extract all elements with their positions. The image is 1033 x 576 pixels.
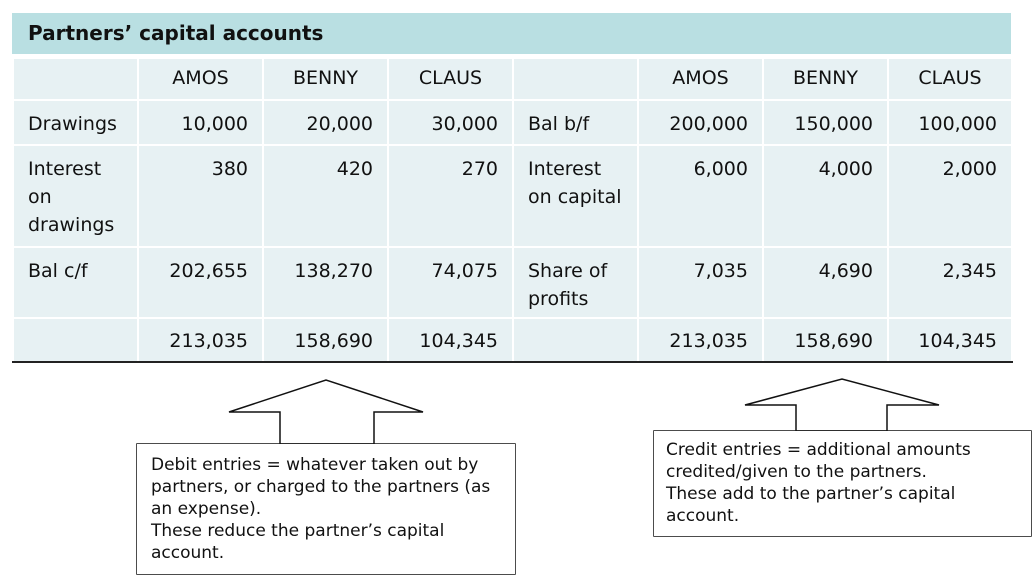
- amount-cell: 150,000: [762, 99, 889, 146]
- table-row: Interest on drawings 380 420 270 Interes…: [12, 144, 1013, 248]
- total-cell: 213,035: [637, 317, 764, 363]
- debit-callout-arrow: [228, 379, 424, 445]
- header-cell: CLAUS: [387, 57, 514, 101]
- header-row: AMOS BENNY CLAUS AMOS BENNY CLAUS: [12, 57, 1013, 101]
- amount-cell: 7,035: [637, 246, 764, 319]
- amount-cell: 6,000: [637, 144, 764, 248]
- amount-cell: 4,000: [762, 144, 889, 248]
- credit-callout-arrow: [744, 378, 940, 432]
- amount-cell: 270: [387, 144, 514, 248]
- credit-note: Credit entries = additional amounts cred…: [654, 431, 1031, 536]
- table-row: Drawings 10,000 20,000 30,000 Bal b/f 20…: [12, 99, 1013, 146]
- debit-label: Drawings: [12, 99, 139, 146]
- amount-cell: 202,655: [137, 246, 264, 319]
- amount-cell: 380: [137, 144, 264, 248]
- debit-label: Interest on drawings: [12, 144, 139, 248]
- total-cell: 158,690: [262, 317, 389, 363]
- amount-cell: 30,000: [387, 99, 514, 146]
- total-cell: 158,690: [762, 317, 889, 363]
- total-cell: 104,345: [387, 317, 514, 363]
- table-title: Partners’ capital accounts: [12, 13, 1011, 54]
- header-cell: CLAUS: [887, 57, 1013, 101]
- amount-cell: 2,345: [887, 246, 1013, 319]
- total-cell: 213,035: [137, 317, 264, 363]
- debit-note-text: Debit entries = whatever taken out by pa…: [151, 455, 491, 563]
- empty-cell: [12, 317, 139, 363]
- amount-cell: 4,690: [762, 246, 889, 319]
- amount-cell: 138,270: [262, 246, 389, 319]
- header-cell: BENNY: [762, 57, 889, 101]
- header-cell: AMOS: [137, 57, 264, 101]
- capital-accounts-table: AMOS BENNY CLAUS AMOS BENNY CLAUS Drawin…: [12, 57, 1013, 363]
- credit-label: Interest on capital: [512, 144, 639, 248]
- credit-label: Bal b/f: [512, 99, 639, 146]
- debit-label: Bal c/f: [12, 246, 139, 319]
- credit-note-text: Credit entries = additional amounts cred…: [666, 440, 971, 526]
- header-cell: AMOS: [637, 57, 764, 101]
- totals-row: 213,035 158,690 104,345 213,035 158,690 …: [12, 317, 1013, 363]
- amount-cell: 20,000: [262, 99, 389, 146]
- amount-cell: 2,000: [887, 144, 1013, 248]
- amount-cell: 200,000: [637, 99, 764, 146]
- amount-cell: 74,075: [387, 246, 514, 319]
- amount-cell: 10,000: [137, 99, 264, 146]
- empty-cell: [512, 317, 639, 363]
- total-cell: 104,345: [887, 317, 1013, 363]
- amount-cell: 420: [262, 144, 389, 248]
- table-row: Bal c/f 202,655 138,270 74,075 Share of …: [12, 246, 1013, 319]
- debit-note: Debit entries = whatever taken out by pa…: [137, 444, 515, 574]
- amount-cell: 100,000: [887, 99, 1013, 146]
- header-cell: [512, 57, 639, 101]
- header-cell: [12, 57, 139, 101]
- header-cell: BENNY: [262, 57, 389, 101]
- credit-label: Share of profits: [512, 246, 639, 319]
